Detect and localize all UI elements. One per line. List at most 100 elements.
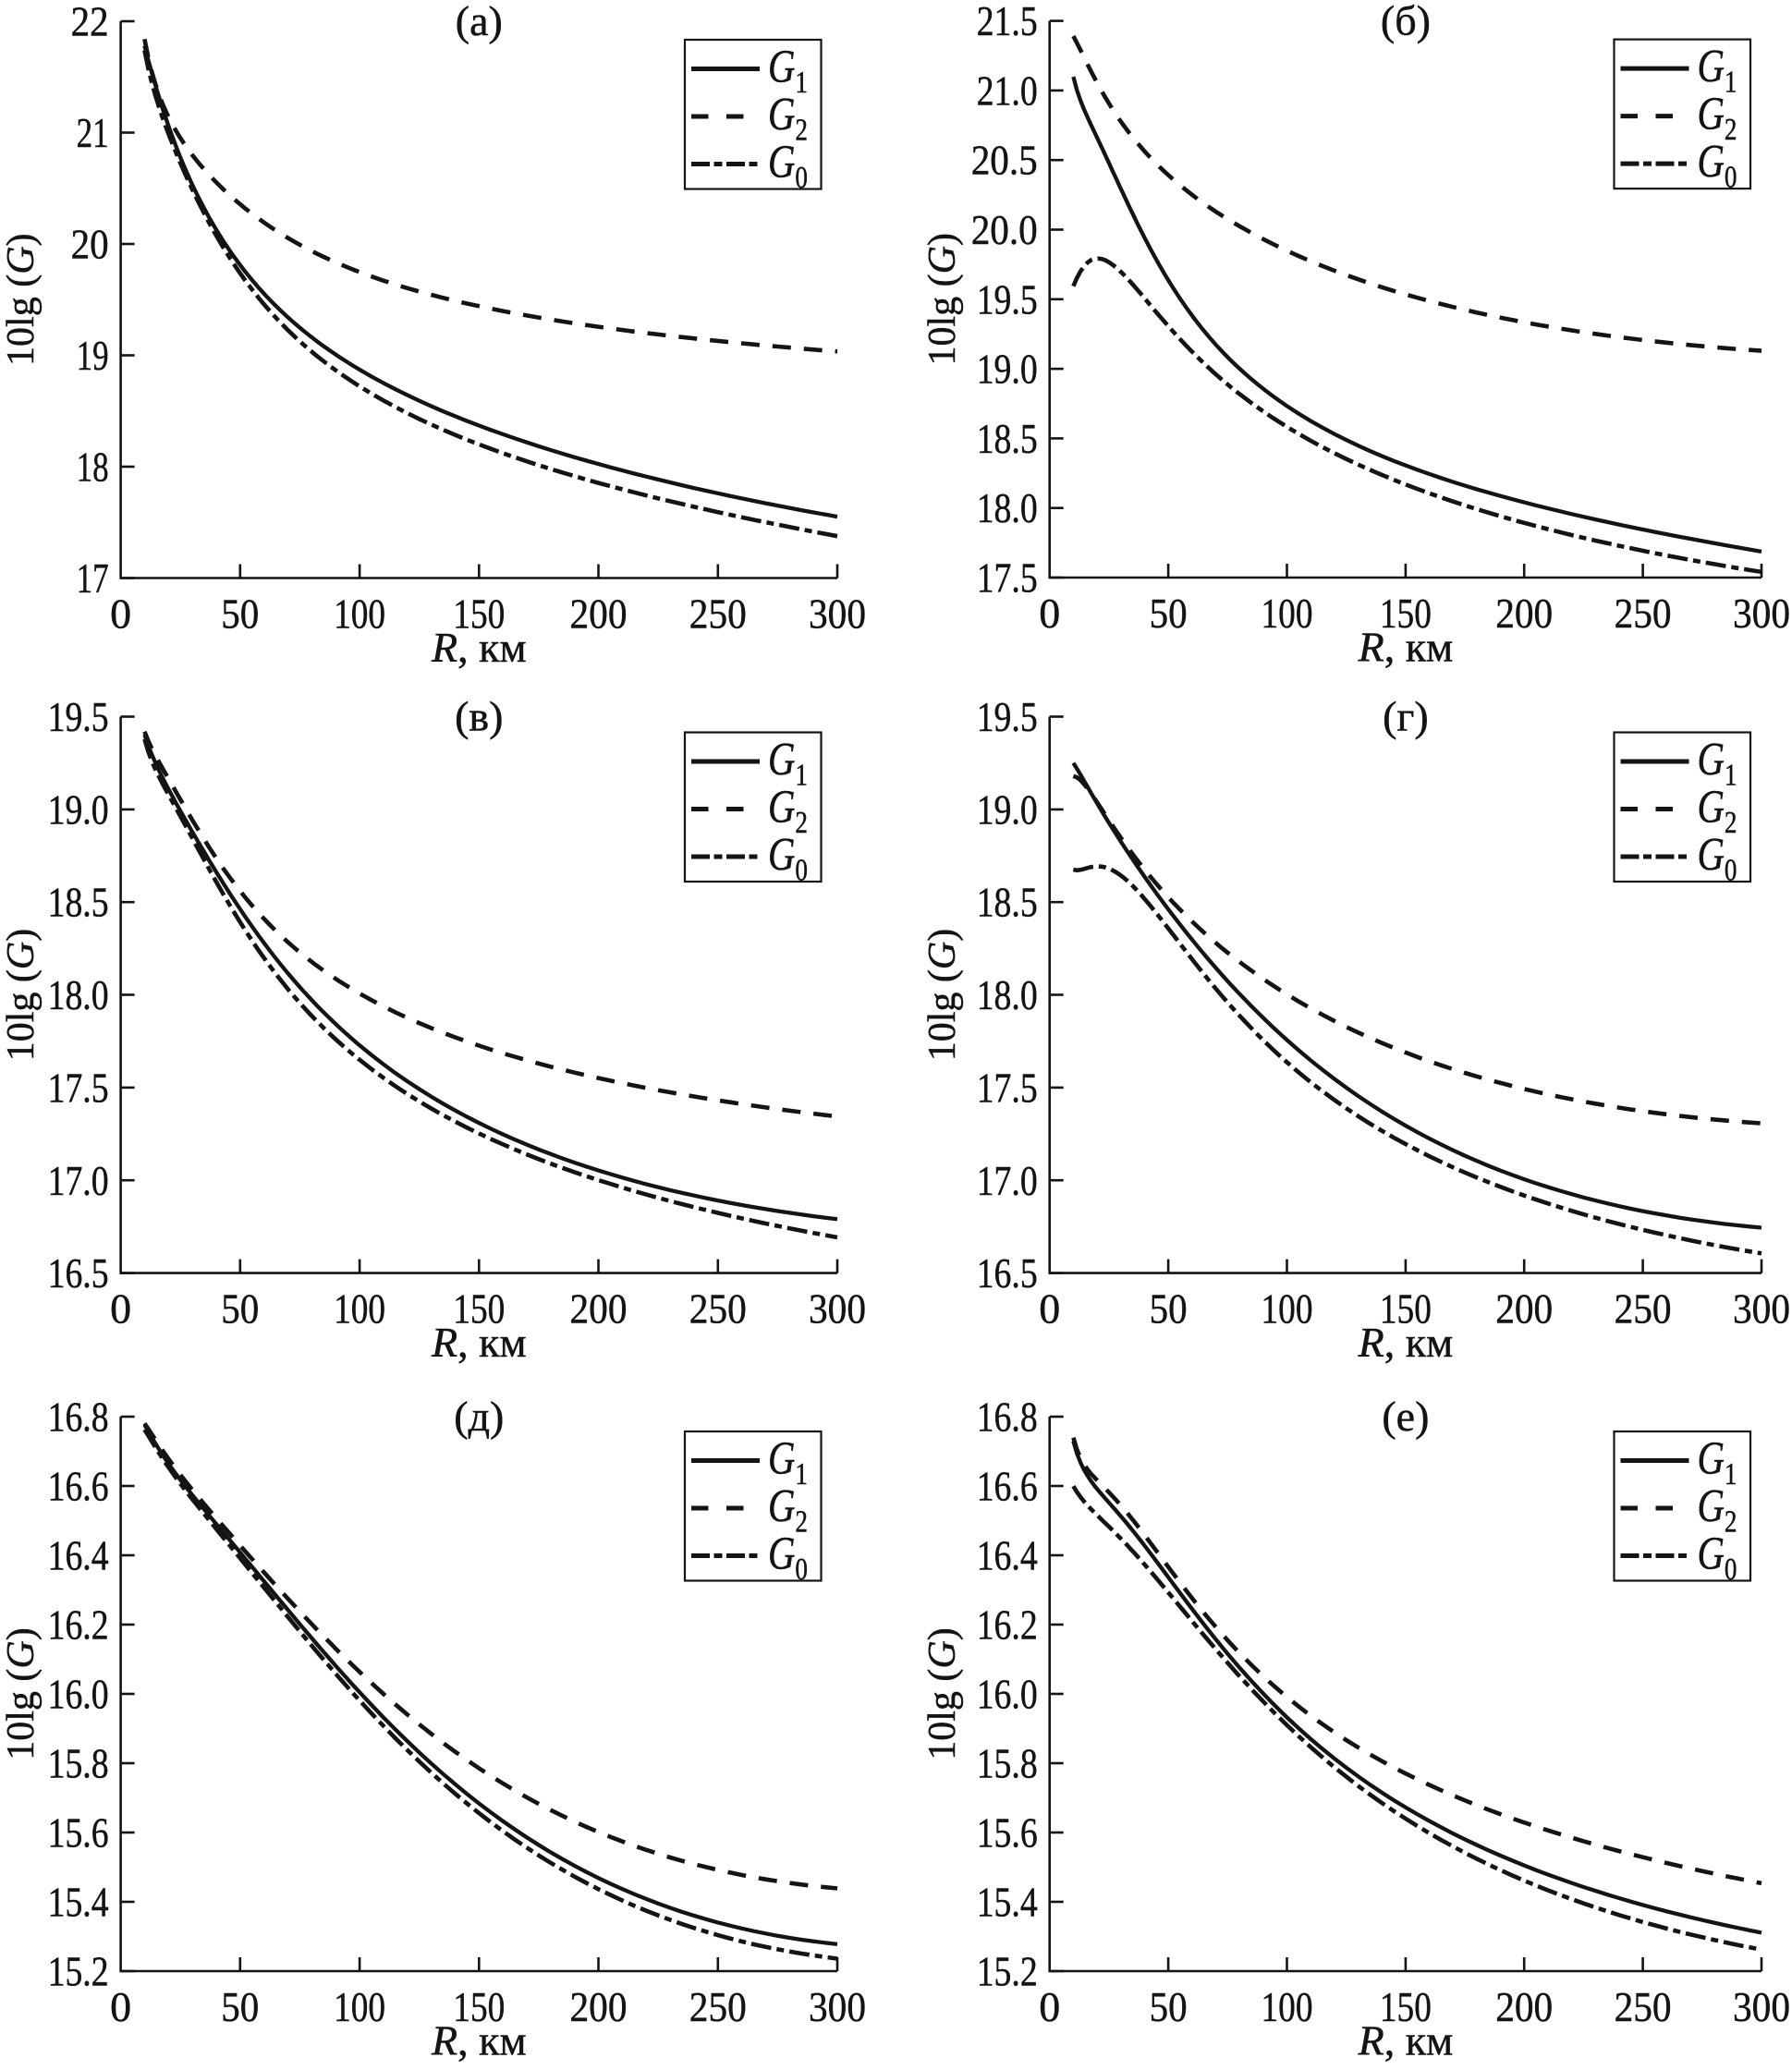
svg-text:200: 200 xyxy=(1495,1285,1553,1333)
svg-text:250: 250 xyxy=(689,1285,747,1333)
svg-text:0: 0 xyxy=(110,591,131,638)
svg-text:22: 22 xyxy=(71,0,109,45)
svg-text:10lg (G): 10lg (G) xyxy=(921,929,964,1062)
svg-text:10lg (G): 10lg (G) xyxy=(0,1627,43,1760)
svg-text:(г): (г) xyxy=(1383,693,1429,740)
svg-text:16.8: 16.8 xyxy=(977,1394,1038,1441)
svg-text:200: 200 xyxy=(570,591,628,638)
svg-text:300: 300 xyxy=(809,1285,866,1333)
svg-text:250: 250 xyxy=(689,1983,747,2030)
svg-text:150: 150 xyxy=(1380,590,1432,637)
svg-text:100: 100 xyxy=(1262,590,1313,637)
svg-text:250: 250 xyxy=(1615,1285,1672,1333)
svg-text:100: 100 xyxy=(334,591,385,638)
svg-text:200: 200 xyxy=(1495,1983,1553,2030)
svg-text:15.2: 15.2 xyxy=(48,1948,109,1995)
svg-text:19.0: 19.0 xyxy=(48,785,109,833)
svg-text:16.0: 16.0 xyxy=(48,1671,109,1718)
svg-text:19.0: 19.0 xyxy=(977,346,1038,393)
svg-text:16.6: 16.6 xyxy=(977,1463,1038,1510)
svg-text:15.8: 15.8 xyxy=(977,1740,1038,1787)
svg-text:G1: G1 xyxy=(768,42,808,100)
svg-text:0: 0 xyxy=(110,1285,131,1333)
svg-text:19.0: 19.0 xyxy=(977,785,1038,833)
svg-text:15.2: 15.2 xyxy=(977,1948,1038,1995)
svg-text:R, км: R, км xyxy=(1358,2017,1454,2064)
svg-text:17: 17 xyxy=(77,554,109,602)
svg-text:20.5: 20.5 xyxy=(971,137,1038,184)
svg-text:200: 200 xyxy=(570,1285,628,1333)
svg-text:150: 150 xyxy=(453,591,505,638)
svg-text:15.6: 15.6 xyxy=(48,1809,109,1857)
svg-text:150: 150 xyxy=(1380,1285,1432,1333)
svg-text:10lg (G): 10lg (G) xyxy=(921,233,964,366)
svg-text:200: 200 xyxy=(1495,590,1553,637)
svg-text:300: 300 xyxy=(809,1983,866,2030)
svg-text:150: 150 xyxy=(453,1285,505,1333)
svg-text:R, км: R, км xyxy=(1358,1319,1454,1366)
svg-text:19: 19 xyxy=(77,332,109,379)
svg-text:18.5: 18.5 xyxy=(977,415,1038,462)
svg-text:16.8: 16.8 xyxy=(48,1394,109,1441)
svg-text:16.0: 16.0 xyxy=(977,1671,1038,1718)
svg-text:50: 50 xyxy=(221,1285,259,1333)
svg-text:50: 50 xyxy=(1150,1285,1188,1333)
svg-text:21: 21 xyxy=(77,109,109,156)
svg-text:(в): (в) xyxy=(455,693,503,740)
svg-text:300: 300 xyxy=(1733,1983,1790,2030)
svg-text:R, км: R, км xyxy=(1358,624,1454,671)
svg-text:21.5: 21.5 xyxy=(977,0,1038,44)
svg-text:20: 20 xyxy=(71,221,109,268)
svg-text:0: 0 xyxy=(110,1983,131,2030)
svg-text:200: 200 xyxy=(570,1983,628,2030)
svg-text:19.5: 19.5 xyxy=(977,275,1038,323)
svg-text:17.0: 17.0 xyxy=(977,1157,1038,1204)
svg-text:18.0: 18.0 xyxy=(977,971,1038,1018)
svg-text:G0: G0 xyxy=(1698,830,1737,888)
svg-text:21.0: 21.0 xyxy=(977,67,1038,114)
svg-text:100: 100 xyxy=(334,1285,385,1333)
svg-text:16.5: 16.5 xyxy=(977,1249,1038,1297)
svg-text:18.5: 18.5 xyxy=(48,879,109,926)
svg-text:150: 150 xyxy=(453,1983,505,2030)
svg-text:50: 50 xyxy=(221,591,259,638)
svg-text:100: 100 xyxy=(334,1983,385,2030)
svg-text:15.4: 15.4 xyxy=(977,1879,1038,1926)
svg-text:R, км: R, км xyxy=(431,624,527,671)
svg-text:18: 18 xyxy=(77,444,109,491)
svg-text:10lg (G): 10lg (G) xyxy=(921,1627,964,1760)
svg-text:15.6: 15.6 xyxy=(977,1809,1038,1857)
svg-text:16.4: 16.4 xyxy=(48,1532,109,1579)
svg-text:100: 100 xyxy=(1262,1285,1313,1333)
svg-text:150: 150 xyxy=(1380,1983,1432,2030)
svg-text:50: 50 xyxy=(221,1983,259,2030)
svg-text:(а): (а) xyxy=(456,0,503,44)
svg-text:G1: G1 xyxy=(768,735,808,793)
svg-text:17.0: 17.0 xyxy=(48,1157,109,1204)
svg-text:300: 300 xyxy=(1733,1285,1790,1333)
svg-text:16.5: 16.5 xyxy=(48,1249,109,1297)
svg-text:18.0: 18.0 xyxy=(48,971,109,1018)
svg-text:10lg (G): 10lg (G) xyxy=(0,929,43,1062)
svg-text:19.5: 19.5 xyxy=(48,693,109,740)
svg-text:0: 0 xyxy=(1039,590,1060,637)
svg-text:300: 300 xyxy=(809,591,866,638)
svg-text:17.5: 17.5 xyxy=(977,554,1038,602)
svg-text:18.0: 18.0 xyxy=(977,484,1038,531)
svg-text:(б): (б) xyxy=(1381,0,1431,44)
svg-text:16.4: 16.4 xyxy=(977,1532,1038,1579)
svg-text:(д): (д) xyxy=(454,1393,504,1440)
svg-text:50: 50 xyxy=(1150,590,1188,637)
svg-text:17.5: 17.5 xyxy=(977,1064,1038,1111)
svg-text:50: 50 xyxy=(1150,1983,1188,2030)
svg-text:15.8: 15.8 xyxy=(48,1740,109,1787)
svg-text:G0: G0 xyxy=(768,1528,808,1587)
svg-text:0: 0 xyxy=(1039,1285,1060,1333)
svg-text:R, км: R, км xyxy=(431,2017,527,2064)
svg-text:0: 0 xyxy=(1039,1983,1060,2030)
svg-text:G0: G0 xyxy=(768,830,808,888)
svg-text:10lg (G): 10lg (G) xyxy=(0,233,43,366)
svg-text:(е): (е) xyxy=(1382,1393,1429,1440)
svg-text:19.5: 19.5 xyxy=(977,693,1038,740)
svg-text:16.6: 16.6 xyxy=(48,1463,109,1510)
